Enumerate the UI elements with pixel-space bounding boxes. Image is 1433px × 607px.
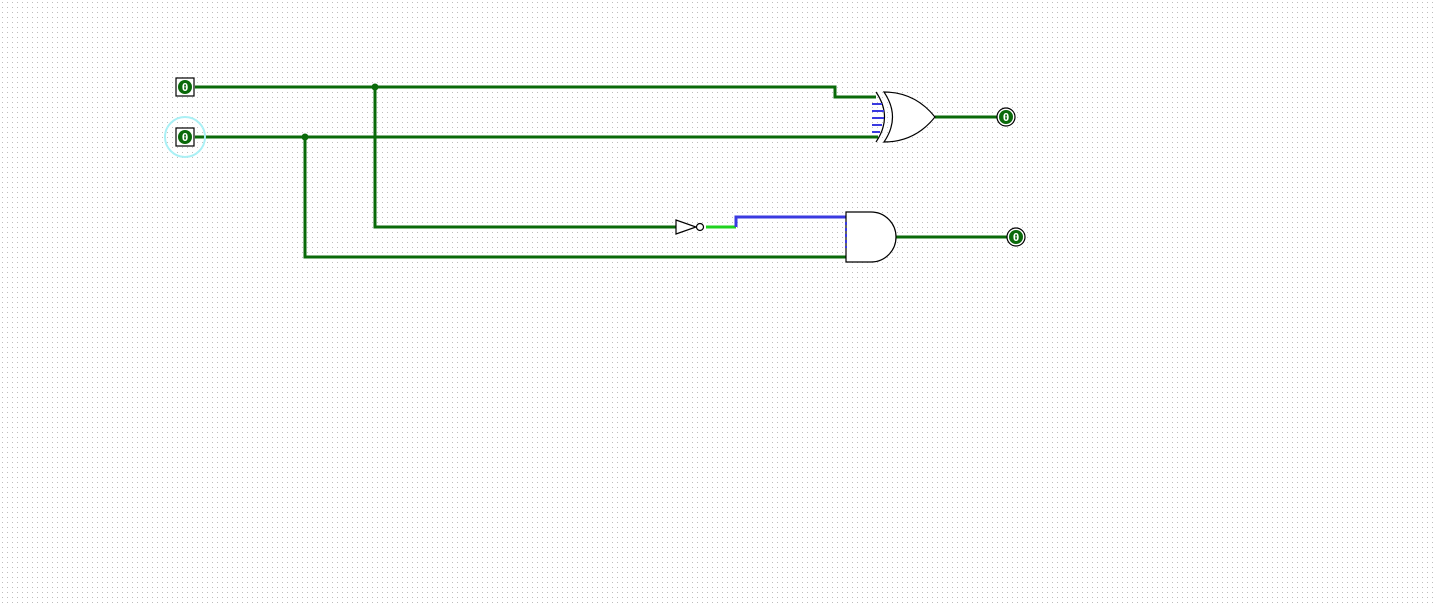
input-pin-a-value: 0 [182, 81, 189, 94]
wire-a-to-not[interactable] [373, 87, 676, 229]
output-pin-and-value: 0 [1013, 231, 1020, 244]
wire-b-to-and[interactable] [303, 137, 846, 259]
input-pin-a[interactable]: 0 [175, 77, 195, 97]
not-gate[interactable] [675, 219, 705, 235]
xor-gate[interactable] [872, 91, 936, 143]
and-gate[interactable] [845, 211, 897, 263]
wire-a-to-xor[interactable] [195, 85, 876, 99]
output-pin-xor-value: 0 [1003, 111, 1010, 124]
junction-dot-a [371, 83, 379, 91]
output-pin-and[interactable]: 0 [1006, 227, 1026, 247]
input-pin-b-value: 0 [182, 131, 189, 144]
wire-not-to-and[interactable] [734, 215, 846, 227]
output-pin-xor[interactable]: 0 [996, 107, 1016, 127]
input-pin-b[interactable]: 0 [164, 116, 206, 158]
junction-dot-b [301, 133, 309, 141]
selection-halo [164, 116, 206, 158]
wires [195, 83, 1008, 259]
